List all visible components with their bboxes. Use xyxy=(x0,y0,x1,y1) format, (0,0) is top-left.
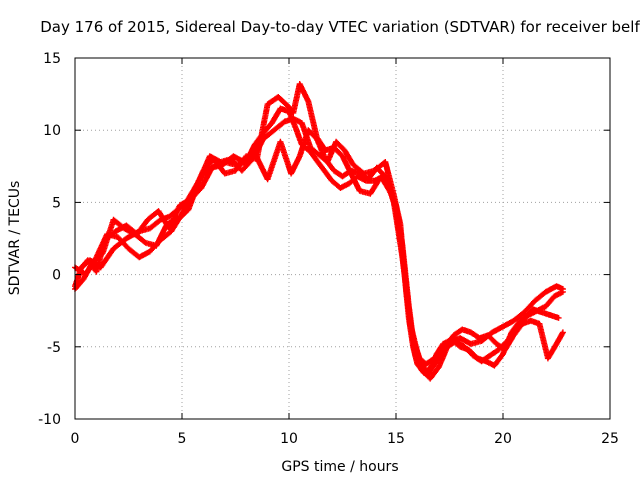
x-tick-label: 15 xyxy=(387,431,405,447)
y-tick-label: 10 xyxy=(43,123,61,139)
y-axis-label: SDTVAR / TECUs xyxy=(7,181,23,296)
x-axis-label: GPS time / hours xyxy=(281,459,398,475)
series-track-4 xyxy=(76,127,566,378)
y-tick-label: 5 xyxy=(52,195,61,211)
chart-title: Day 176 of 2015, Sidereal Day-to-day VTE… xyxy=(40,18,640,36)
series-markers-4 xyxy=(76,127,566,378)
axis-ticks: 0 5 10 15 20 25 -10 -5 0 5 10 15 xyxy=(38,51,619,447)
x-tick-label: 5 xyxy=(178,431,187,447)
x-tick-label: 0 xyxy=(71,431,80,447)
y-tick-label: -10 xyxy=(38,412,61,428)
y-tick-label: 0 xyxy=(52,268,61,284)
y-tick-label: 15 xyxy=(43,51,61,67)
x-tick-label: 20 xyxy=(494,431,512,447)
plot-frame xyxy=(74,57,611,420)
y-tick-label: -5 xyxy=(47,340,61,356)
x-tick-label: 25 xyxy=(601,431,619,447)
x-tick-label: 10 xyxy=(280,431,298,447)
